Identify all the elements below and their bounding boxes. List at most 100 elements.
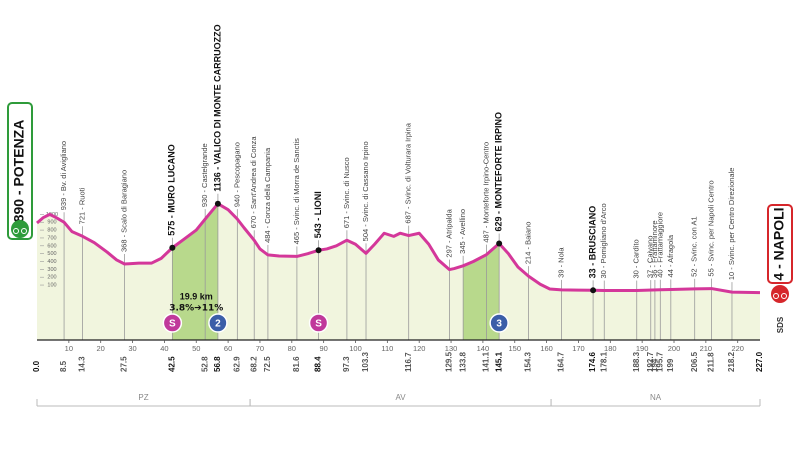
km-label: 227.0: [755, 351, 764, 372]
x-tick-label: 150: [508, 344, 521, 353]
waypoint-dot: [590, 287, 597, 294]
km-label: 56.8: [213, 356, 222, 372]
waypoint-label: 36 - Frattaminore: [650, 220, 659, 278]
waypoint-label: 30 - Pomigliano d'Arco: [599, 203, 608, 278]
km-label: 206.5: [690, 351, 699, 372]
km-label: 68.2: [249, 356, 258, 372]
waypoint-dot: [169, 244, 176, 251]
km-label: 211.8: [707, 352, 716, 372]
start-icon-wheel: [21, 228, 27, 234]
climb-length: 19.9 km: [180, 291, 213, 301]
climb-gradient: 3.8%➔11%: [169, 304, 223, 314]
km-label: 192.7: [646, 351, 655, 372]
climb-area: [172, 203, 218, 340]
waypoint-label: 52 - Svinc. con A1: [690, 216, 699, 276]
y-tick-label: 200: [47, 275, 56, 281]
y-tick-label: 800: [47, 228, 56, 234]
waypoint-label: 504 - Svinc. di Cassano Irpino: [361, 141, 370, 241]
waypoint-label: 575 - MURO LUCANO: [167, 144, 177, 236]
km-label: 14.3: [78, 356, 87, 372]
finish-icon-wheel: [773, 293, 779, 299]
start-box: [7, 102, 33, 240]
x-tick-label: 180: [604, 344, 617, 353]
waypoint-label: 40 - Frattamaggiore: [655, 212, 664, 278]
waypoint-label: 30 - Cardito: [632, 239, 641, 278]
km-label: 199: [666, 358, 675, 372]
km-label: 195.7: [655, 351, 664, 372]
finish-label: 4 - NAPOLI: [771, 207, 787, 280]
y-tick-label: 600: [47, 243, 56, 249]
x-tick-label: 220: [731, 344, 744, 353]
y-tick-label: 100: [47, 283, 56, 289]
marker-label: S: [315, 319, 322, 330]
km-label: 81.6: [292, 356, 301, 372]
region-label: AV: [396, 393, 407, 402]
x-tick-label: 100: [349, 344, 362, 353]
start-label: 890 - POTENZA: [11, 120, 27, 223]
sprint-marker: [162, 313, 183, 333]
km-label: 8.5: [59, 360, 68, 372]
start-icon: [11, 220, 29, 238]
waypoint-label: 671 - Svinc. di Nusco: [342, 157, 351, 228]
x-tick-label: 90: [319, 344, 327, 353]
finish-icon-wheel: [781, 293, 787, 299]
waypoint-label: 930 - Castelgrande: [200, 143, 209, 207]
waypoint-label: 465 - Svinc. di Morra de Sanctis: [292, 138, 301, 245]
waypoint-dot: [315, 247, 322, 254]
km-label: 52.8: [200, 356, 209, 372]
waypoint-label: 670 - Sant'Andrea di Conza: [249, 136, 258, 229]
waypoint-label: 484 - Conza della Campania: [263, 147, 272, 243]
km-label: 97.3: [342, 356, 351, 372]
x-tick-label: 200: [668, 344, 681, 353]
km-label: 218.2: [727, 351, 736, 372]
km-label: 88.4: [314, 356, 323, 372]
profile-line: [36, 202, 761, 295]
x-tick-label: 110: [381, 344, 393, 353]
km-label: 174.6: [588, 351, 597, 372]
waypoint-dot: [214, 200, 221, 207]
start-icon-wheel: [13, 228, 19, 234]
x-tick-label: 30: [128, 344, 136, 353]
x-tick-label: 60: [224, 344, 232, 353]
waypoint-label: 629 - MONTEFORTE IRPINO: [494, 112, 504, 232]
region-label: PZ: [138, 393, 148, 402]
km-label: 116.7: [404, 352, 413, 372]
waypoint-label: 345 - Avellino: [458, 209, 467, 254]
x-tick-label: 140: [477, 344, 490, 353]
x-tick-label: 70: [256, 344, 264, 353]
y-tick-label: 300: [47, 267, 56, 273]
km-label: 133.8: [458, 351, 467, 372]
x-tick-label: 10: [65, 344, 73, 353]
marker-label: 3: [496, 319, 502, 330]
km-label: 178.1: [599, 351, 608, 372]
y-tick-label: 500: [47, 251, 56, 257]
x-tick-label: 80: [288, 344, 296, 353]
km-label: 154.3: [524, 351, 533, 372]
km-label: 42.5: [167, 356, 176, 372]
x-tick-label: 170: [572, 344, 585, 353]
waypoint-label: 543 - LIONI: [313, 191, 323, 238]
waypoint-dot: [496, 240, 503, 247]
waypoint-label: 37 - Caivano: [646, 236, 655, 279]
km-label: 129.5: [445, 351, 454, 372]
waypoint-label: 721 - Ruoti: [78, 187, 87, 224]
y-tick-label: 400: [47, 259, 56, 265]
waypoint-label: 368 - Scalo di Baragiano: [120, 170, 129, 252]
waypoint-label: 10 - Svinc. per Centro Direzionale: [727, 168, 736, 281]
waypoint-label: 940 - Pescopagano: [232, 142, 241, 207]
km-label: 141.1: [482, 351, 491, 372]
km-label: 27.5: [120, 356, 129, 372]
waypoint-label: 33 - BRUSCIANO: [587, 206, 597, 279]
finish-box: [767, 204, 793, 284]
km-label: 188.3: [632, 351, 641, 372]
x-tick-label: 130: [445, 344, 458, 353]
finish-icon: [771, 285, 789, 303]
y-tick-label: 900: [47, 220, 56, 226]
waypoint-label: 214 - Baiano: [523, 222, 532, 265]
marker-label: 2: [215, 319, 221, 330]
x-tick-label: 40: [160, 344, 168, 353]
waypoint-label: 487 - Monteforte Irpino-Centro: [481, 142, 490, 243]
sprint-marker: [489, 313, 509, 333]
x-tick-label: 120: [413, 344, 426, 353]
